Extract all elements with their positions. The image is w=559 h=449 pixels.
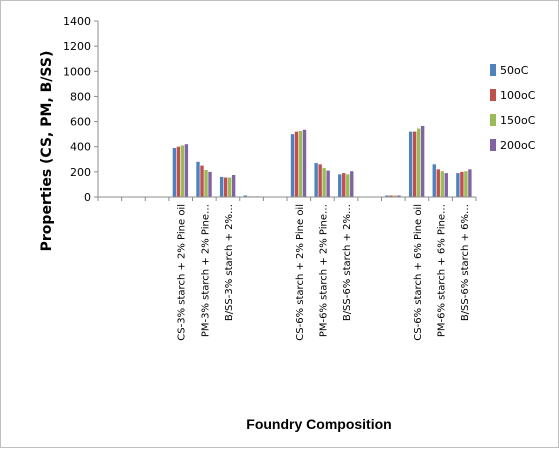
legend-label: 50oC <box>500 64 529 77</box>
x-category-label: B/SS-3% starch + 2%… <box>224 204 235 321</box>
bar <box>303 130 306 197</box>
legend-swatch <box>490 139 496 151</box>
bar <box>460 172 463 197</box>
legend-label: 200oC <box>500 139 536 152</box>
y-axis-title: Properties (CS, PM, B/SS) <box>39 51 55 252</box>
bar <box>208 172 211 197</box>
bar <box>232 175 235 197</box>
bar <box>173 148 176 197</box>
bar <box>322 168 325 197</box>
y-ticks: 0 200 400 600 800 1000 1200 1400 <box>63 15 98 204</box>
x-category-label: CS-6% starch + 6% Pine oil <box>413 204 424 341</box>
legend-label: 150oC <box>500 114 536 127</box>
bar <box>445 173 448 197</box>
bar <box>314 163 317 197</box>
x-category-label: CS-3% starch + 2% Pine oil <box>177 204 188 341</box>
y-tick-label: 200 <box>70 166 91 179</box>
bar <box>224 178 227 197</box>
bar <box>338 174 341 197</box>
bar <box>464 171 467 197</box>
y-tick-label: 1200 <box>63 40 91 53</box>
y-tick-label: 600 <box>70 116 91 129</box>
legend-swatch <box>490 114 496 126</box>
bar <box>413 132 416 197</box>
bar <box>346 174 349 197</box>
legend-swatch <box>490 64 496 76</box>
legend-swatch <box>490 89 496 101</box>
bar <box>196 162 199 197</box>
x-category-label: PM-6% starch + 2% Pine… <box>318 204 329 337</box>
x-category-label: B/SS-6% starch + 2%… <box>342 204 353 321</box>
x-axis-title: Foundry Composition <box>246 416 391 432</box>
bar <box>456 173 459 197</box>
y-tick-label: 1400 <box>63 15 91 28</box>
bar <box>200 166 203 197</box>
bars-layer <box>149 126 472 197</box>
bar <box>177 147 180 197</box>
bar <box>468 169 471 197</box>
bar <box>433 164 436 197</box>
bar <box>299 131 302 197</box>
bar <box>204 170 207 197</box>
bar <box>228 178 231 197</box>
bar <box>421 126 424 197</box>
bar <box>342 173 345 197</box>
bar <box>220 177 223 197</box>
bar <box>295 132 298 197</box>
bar <box>326 171 329 197</box>
bar <box>409 132 412 197</box>
bar <box>181 145 184 197</box>
y-tick-label: 800 <box>70 90 91 103</box>
bar <box>318 164 321 197</box>
x-category-label: PM-3% starch + 2% Pine… <box>200 204 211 337</box>
y-tick-label: 400 <box>70 141 91 154</box>
legend: 50oC 100oC 150oC 200oC <box>490 64 536 152</box>
bar <box>350 171 353 197</box>
x-category-labels: CS-3% starch + 2% Pine oil PM-3% starch +… <box>98 197 476 341</box>
x-category-label: CS-6% starch + 2% Pine oil <box>295 204 306 341</box>
x-category-label: PM-6% starch + 6% Pine… <box>437 204 448 337</box>
y-tick-label: 1000 <box>63 65 91 78</box>
bar <box>417 128 420 197</box>
bar <box>185 144 188 197</box>
y-tick-label: 0 <box>84 191 91 204</box>
x-category-label: B/SS-6% starch + 6%… <box>460 204 471 321</box>
legend-label: 100oC <box>500 89 536 102</box>
bar <box>291 134 294 197</box>
bar <box>437 169 440 197</box>
bar <box>441 171 444 197</box>
